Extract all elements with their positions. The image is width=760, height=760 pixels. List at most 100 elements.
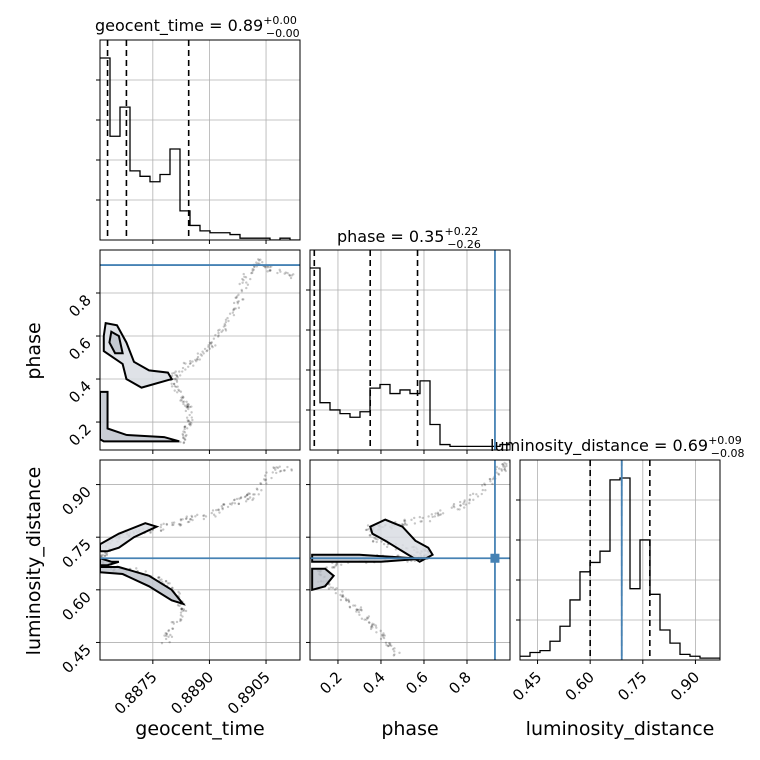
sample-point [252,268,255,271]
sample-point [181,432,184,436]
tick-label-x-geocent-time: 0.8890 [167,668,217,718]
sample-point [160,529,163,532]
sample-point [203,347,207,351]
sample-point [368,534,371,537]
sample-point [393,647,396,650]
scatter-clip-group [100,465,300,645]
sample-point [403,519,407,523]
sample-point [335,587,338,590]
sample-point [289,276,293,280]
sample-point [182,396,185,399]
sample-point [238,497,241,500]
sample-point [246,493,249,497]
sample-point [184,368,187,371]
sample-point [224,324,227,327]
sample-point [158,576,161,579]
sample-point [175,375,179,378]
sample-point [334,591,338,595]
sample-point [159,525,162,529]
sample-point [181,518,184,521]
sample-point [221,329,225,332]
sample-point [180,607,184,611]
sample-point [186,520,190,524]
sample-point [220,505,223,508]
title-phase-value: 0.35 [409,227,445,246]
sample-point [331,586,335,590]
sample-point [386,644,390,648]
sample-point [173,378,177,381]
sample-point [207,344,210,347]
sample-point [188,422,191,426]
sample-point [249,277,252,281]
sample-point [232,313,236,317]
sample-point [174,385,178,389]
sample-point [481,488,484,492]
sample-point [329,586,333,589]
sample-point [359,606,363,609]
sample-point [283,469,286,472]
sample-point [171,586,174,590]
tick-label-y-luminosity-distance: 0.60 [58,588,94,624]
sample-point [242,278,245,282]
sample-point [286,465,289,469]
hist-clip-group [100,40,300,240]
sample-point [165,523,169,526]
sample-point [279,469,283,473]
sample-point [489,478,492,481]
sample-point [194,358,197,362]
sample-point [400,523,404,526]
sample-point [257,493,260,496]
sample-point [383,634,386,637]
sample-point [263,474,267,477]
sample-point [210,511,213,515]
sample-point [468,499,471,502]
sample-point [186,419,189,422]
sample-point [172,622,175,625]
sample-point [182,609,186,612]
sample-point [182,441,186,444]
sample-point [170,385,174,388]
sample-point [265,471,268,474]
sample-point [370,624,374,628]
density-contour [102,321,174,389]
sample-point [401,523,405,526]
sample-point [450,506,453,509]
sample-point [179,518,183,521]
sample-point [185,427,189,430]
sample-point [388,643,392,647]
tick-label-x-phase: 0.8 [445,668,475,698]
sample-point [341,590,344,593]
panel-frame [99,39,301,241]
sample-point [502,465,505,468]
sample-point [162,528,165,531]
sample-point [175,380,179,383]
sample-point [105,552,109,555]
sample-point [198,358,202,361]
sample-point [366,524,370,527]
title-phase: phase = 0.35+0.22 −0.26 [337,225,481,251]
sample-point [220,330,223,334]
sample-point [218,511,221,514]
sample-point [241,277,244,281]
sample-point [244,500,248,503]
sample-point [196,513,199,517]
sample-point [183,404,187,407]
sample-point [183,425,186,429]
sample-point [266,266,269,269]
sample-point [290,469,293,472]
sample-point [483,483,487,487]
sample-point [436,514,440,517]
sample-point [360,609,363,612]
sample-point [175,391,179,394]
sample-point [176,385,179,388]
sample-point [335,563,338,566]
sample-point [410,518,413,522]
sample-point [290,274,293,277]
sample-point [233,307,236,310]
tick-label-y-phase: 0.6 [65,334,95,364]
sample-point [184,409,188,413]
sample-point [243,495,247,499]
sample-point [165,522,168,526]
sample-point [288,274,292,277]
sample-point [505,462,508,466]
